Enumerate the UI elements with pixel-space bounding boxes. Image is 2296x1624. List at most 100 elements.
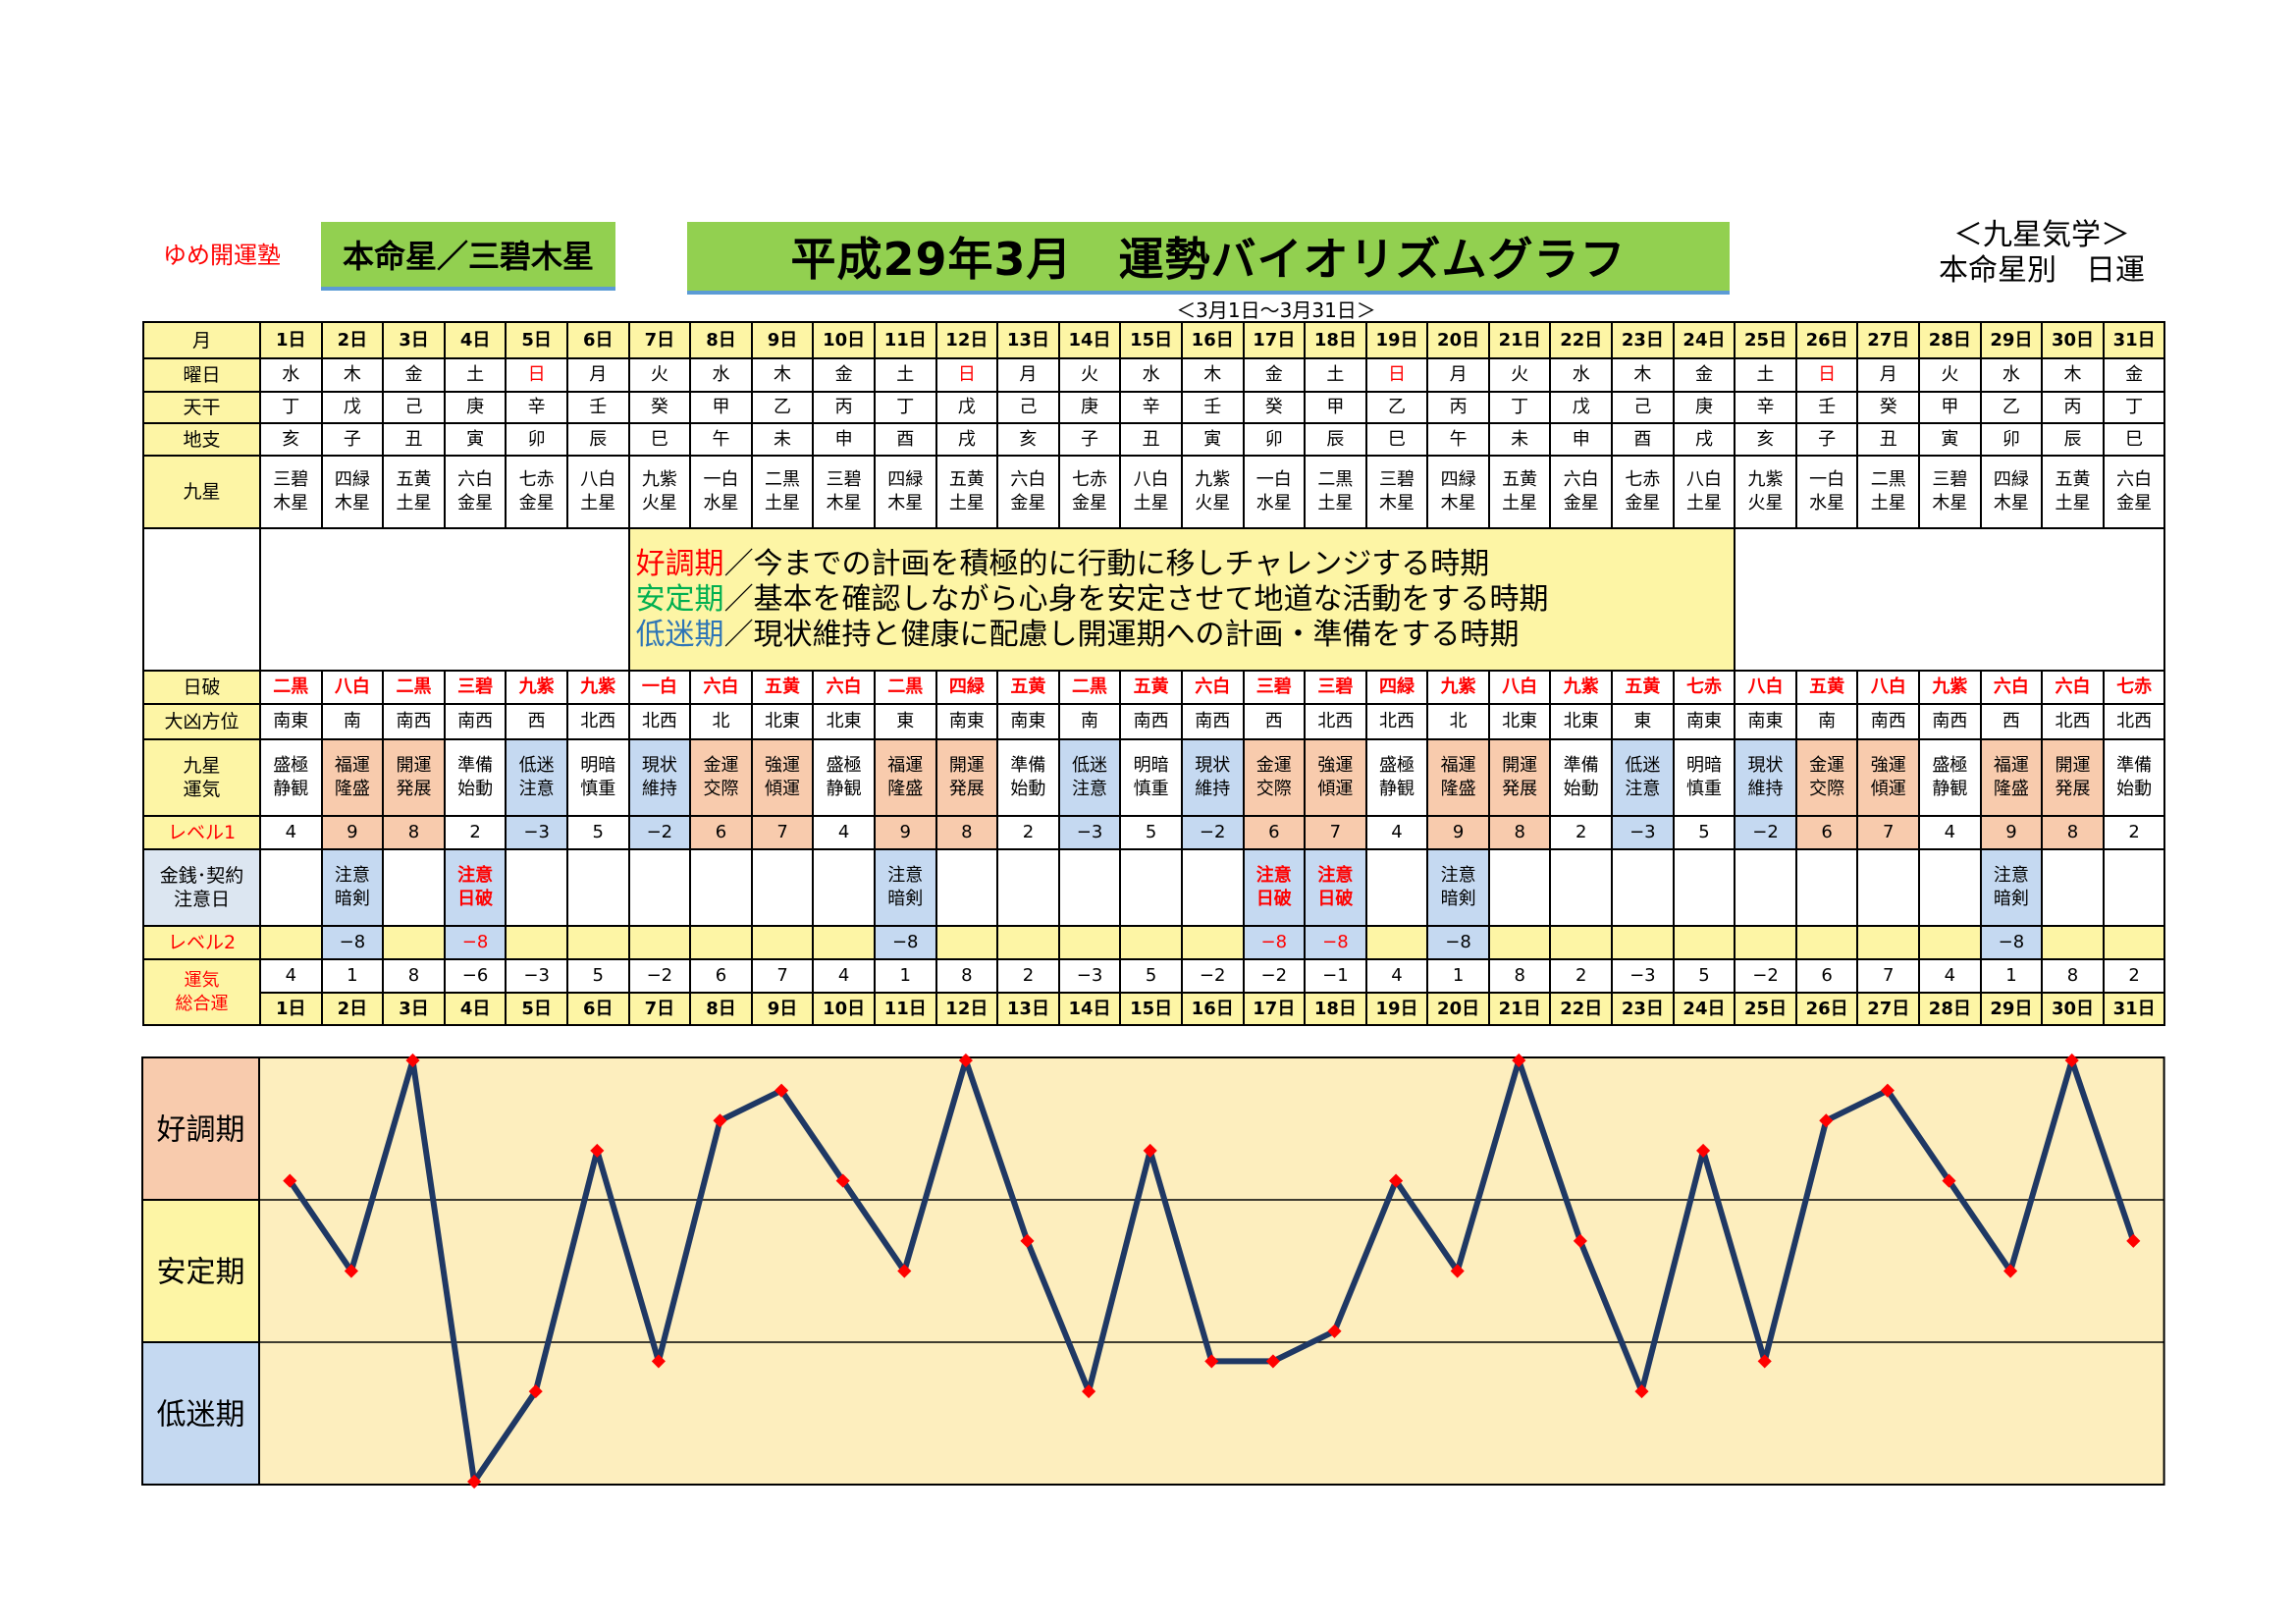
daikyo-cell: 北東: [750, 703, 815, 740]
kyusei-cell: 五黄 土星: [382, 455, 446, 529]
unki-cell: 低迷 注意: [505, 738, 568, 817]
kinsen-cell: [1918, 848, 1982, 927]
chishi-cell: 丑: [1119, 422, 1183, 457]
unki-cell: 金運 交際: [1242, 738, 1307, 817]
data-point: [1942, 1173, 1956, 1188]
weekday-cell: 水: [259, 357, 323, 393]
day-footer: 2日: [320, 992, 385, 1026]
weekday-cell: 火: [1487, 357, 1552, 393]
day-footer: 26日: [1794, 992, 1859, 1026]
daikyo-cell: 北: [689, 703, 753, 740]
legend-blank-right: [1734, 527, 2166, 672]
day-footer: 25日: [1734, 992, 1797, 1026]
total-cell: 6: [689, 958, 753, 994]
level1-cell: 4: [259, 815, 323, 850]
nippa-cell: 九紫: [1549, 670, 1614, 705]
total-cell: 6: [1794, 958, 1859, 994]
daikyo-cell: 北: [1426, 703, 1490, 740]
band-label-cell: [141, 1056, 260, 1201]
tenkan-cell: 丙: [812, 391, 876, 424]
level1-cell: −2: [1180, 815, 1245, 850]
daikyo-cell: 北西: [1364, 703, 1429, 740]
kyusei-cell: 六白 金星: [2102, 455, 2166, 529]
day-header: 15日: [1119, 321, 1183, 359]
total-cell: −1: [1304, 958, 1367, 994]
level1-cell: −3: [505, 815, 568, 850]
level1-cell: 8: [2041, 815, 2105, 850]
day-header: 10日: [812, 321, 876, 359]
day-footer: 4日: [443, 992, 507, 1026]
total-cell: −3: [1057, 958, 1122, 994]
nippa-cell: 七赤: [1672, 670, 1736, 705]
unki-cell: 現状 維持: [627, 738, 692, 817]
level2-cell: [382, 925, 446, 960]
kyusei-cell: 八白 土星: [1119, 455, 1183, 529]
total-cell: 1: [320, 958, 385, 994]
tenkan-cell: 壬: [1180, 391, 1245, 424]
chishi-cell: 卯: [1979, 422, 2044, 457]
nippa-cell: 八白: [1856, 670, 1921, 705]
kinsen-cell: [812, 848, 876, 927]
data-point: [1389, 1173, 1404, 1188]
weekday-cell: 金: [2102, 357, 2166, 393]
nippa-cell: 三碧: [1242, 670, 1307, 705]
level2-cell: [934, 925, 999, 960]
day-footer: 13日: [996, 992, 1060, 1026]
kinsen-cell: 注意 暗剣: [873, 848, 937, 927]
kinsen-cell: [2102, 848, 2166, 927]
kyusei-cell: 九紫 火星: [1734, 455, 1797, 529]
daikyo-cell: 南: [1794, 703, 1859, 740]
level1-cell: 8: [382, 815, 446, 850]
chishi-cell: 巳: [1364, 422, 1429, 457]
nippa-cell: 二黒: [1057, 670, 1122, 705]
day-footer: 18日: [1304, 992, 1367, 1026]
total-cell: 5: [1672, 958, 1736, 994]
kinsen-cell: [627, 848, 692, 927]
kyusei-cell: 七赤 金星: [505, 455, 568, 529]
daikyo-cell: 東: [873, 703, 937, 740]
level1-cell: 7: [750, 815, 815, 850]
level2-cell: [1794, 925, 1859, 960]
daikyo-cell: 南: [320, 703, 385, 740]
day-footer: 24日: [1672, 992, 1736, 1026]
daikyo-cell: 南西: [443, 703, 507, 740]
daikyo-cell: 北東: [1487, 703, 1552, 740]
unki-cell: 準備 始動: [1549, 738, 1614, 817]
kyusei-cell: 八白 土星: [1672, 455, 1736, 529]
unki-cell: 開運 発展: [1487, 738, 1552, 817]
data-point: [344, 1264, 358, 1278]
data-point: [590, 1143, 605, 1158]
day-footer: 10日: [812, 992, 876, 1026]
tenkan-cell: 壬: [1794, 391, 1859, 424]
nippa-cell: 八白: [1487, 670, 1552, 705]
level2-cell: −8: [1304, 925, 1367, 960]
unki-cell: 福運 隆盛: [1426, 738, 1490, 817]
weekday-cell: 日: [1794, 357, 1859, 393]
weekday-cell: 火: [1057, 357, 1122, 393]
kinsen-cell: [259, 848, 323, 927]
tenkan-cell: 乙: [1364, 391, 1429, 424]
total-cell: 8: [382, 958, 446, 994]
kinsen-cell: [934, 848, 999, 927]
weekday-cell: 木: [1611, 357, 1675, 393]
chishi-cell: 午: [689, 422, 753, 457]
kyusei-cell: 九紫 火星: [627, 455, 692, 529]
daikyo-cell: 北西: [1304, 703, 1367, 740]
band-label: 安定期: [157, 1256, 245, 1290]
level2-cell: −8: [873, 925, 937, 960]
day-header: 14日: [1057, 321, 1122, 359]
level1-cell: 5: [565, 815, 630, 850]
weekday-cell: 日: [934, 357, 999, 393]
legend-blank-left: [259, 527, 630, 672]
fortune-table: 月 1日 2日 3日 4日 5日 6日 7日 8日 9日 10日 11日 12日 13日 14日 15日 16日…: [142, 321, 2166, 1026]
weekday-cell: 火: [627, 357, 692, 393]
total-cell: 8: [934, 958, 999, 994]
unki-cell: 現状 維持: [1180, 738, 1245, 817]
data-point: [1143, 1143, 1157, 1158]
kinsen-cell: [996, 848, 1060, 927]
total-cell: −6: [443, 958, 507, 994]
kyusei-cell: 一白 水星: [1794, 455, 1859, 529]
day-footer: 28日: [1918, 992, 1982, 1026]
kyusei-cell: 一白 水星: [1242, 455, 1307, 529]
daikyo-cell: 北西: [2102, 703, 2166, 740]
